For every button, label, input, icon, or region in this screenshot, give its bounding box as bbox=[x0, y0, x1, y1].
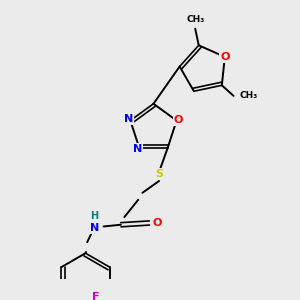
Text: N: N bbox=[90, 223, 99, 232]
Text: CH₃: CH₃ bbox=[240, 92, 258, 100]
Text: O: O bbox=[152, 218, 162, 228]
Text: O: O bbox=[220, 52, 230, 62]
Text: H: H bbox=[90, 212, 98, 221]
Text: S: S bbox=[155, 169, 163, 179]
Text: F: F bbox=[92, 292, 99, 300]
Text: CH₃: CH₃ bbox=[186, 16, 204, 25]
Text: N: N bbox=[124, 114, 133, 124]
Text: N: N bbox=[133, 144, 142, 154]
Text: O: O bbox=[174, 115, 183, 125]
